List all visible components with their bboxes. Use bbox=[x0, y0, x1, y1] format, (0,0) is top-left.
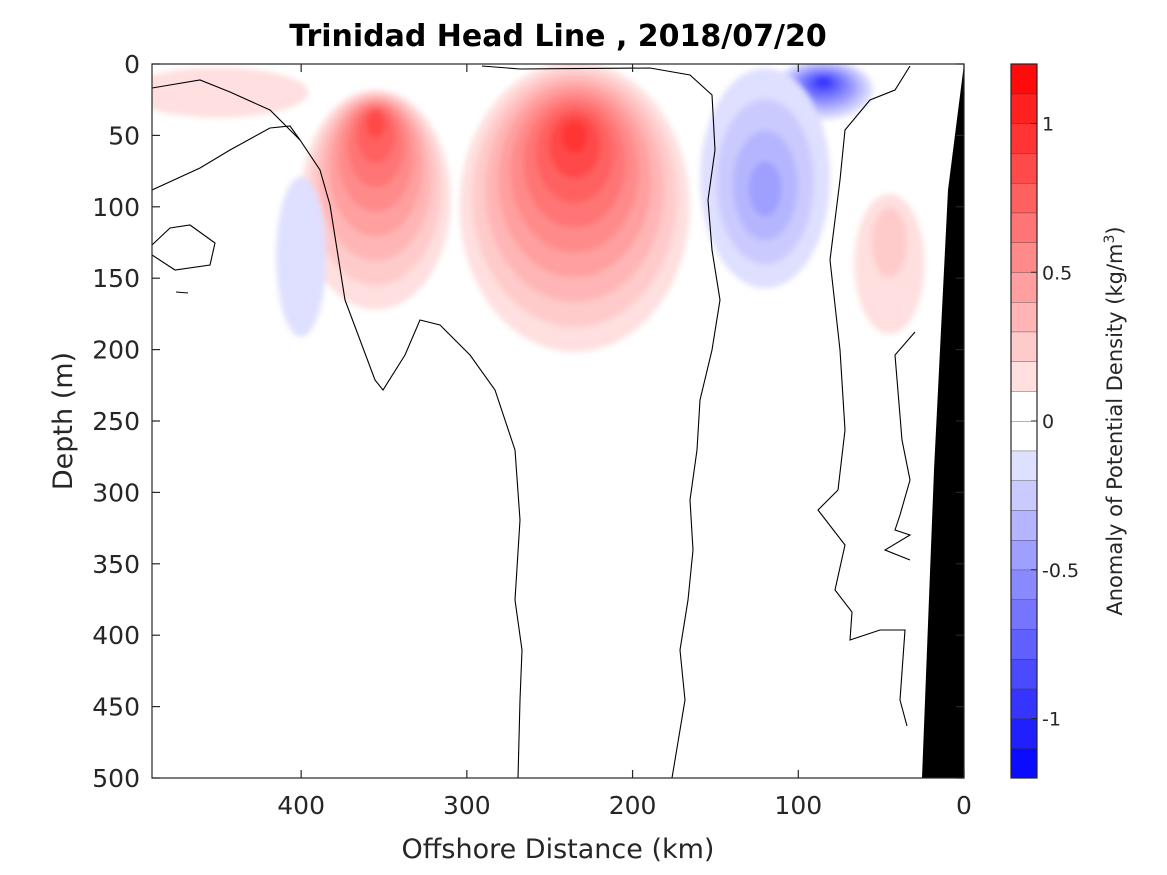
zero-contour-line bbox=[817, 65, 911, 727]
colorbar-band bbox=[1011, 659, 1037, 689]
zero-contour-line bbox=[152, 125, 301, 191]
x-axis-label: Offshore Distance (km) bbox=[402, 834, 715, 865]
y-axis: 0 50 100 150 200 250 300 350 400 450 500 bbox=[92, 50, 964, 793]
y-tick-label: 200 bbox=[92, 336, 140, 365]
colorbar: 1 0.5 0 -0.5 -1 bbox=[1010, 63, 1079, 779]
anomaly-level bbox=[871, 207, 907, 278]
x-tick-label: 0 bbox=[956, 791, 972, 820]
y-tick-label: 400 bbox=[92, 621, 140, 650]
zero-contour-line bbox=[175, 291, 189, 294]
colorbar-band bbox=[1011, 688, 1037, 719]
x-tick-label: 100 bbox=[774, 791, 822, 820]
colorbar-band bbox=[1011, 421, 1037, 451]
colorbar-band bbox=[1011, 718, 1037, 749]
colorbar-band bbox=[1011, 302, 1037, 332]
zero-contour-line bbox=[152, 79, 523, 778]
colorbar-label-superscript: 3 bbox=[1102, 235, 1118, 244]
colorbar-tick-label: 1 bbox=[1042, 114, 1054, 136]
colorbar-band bbox=[1011, 331, 1037, 362]
anomaly-level bbox=[152, 67, 309, 118]
y-tick-label: 350 bbox=[92, 550, 140, 579]
colorbar-band bbox=[1011, 153, 1037, 183]
colorbar-band bbox=[1011, 212, 1037, 243]
colorbar-band bbox=[1011, 450, 1037, 481]
y-tick-label: 300 bbox=[92, 478, 140, 507]
y-tick-label: 0 bbox=[124, 50, 140, 79]
zero-contour-line bbox=[152, 224, 216, 271]
anomaly-level bbox=[276, 176, 327, 337]
y-tick-label: 100 bbox=[92, 193, 140, 222]
colorbar-band bbox=[1011, 480, 1037, 511]
colorbar-tick-label: 0.5 bbox=[1042, 262, 1072, 284]
colorbar-band bbox=[1011, 391, 1037, 421]
x-tick-label: 300 bbox=[443, 791, 491, 820]
y-tick-label: 500 bbox=[92, 764, 140, 793]
anomaly-field bbox=[152, 64, 925, 352]
colorbar-band bbox=[1011, 123, 1037, 154]
colorbar-band bbox=[1011, 569, 1037, 600]
anomaly-level bbox=[748, 161, 782, 217]
colorbar-label-suffix: ) bbox=[1103, 226, 1127, 234]
zero-contour-line bbox=[481, 65, 721, 778]
zero-contours bbox=[152, 65, 916, 778]
colorbar-label-text: Anomaly of Potential Density (kg/m bbox=[1103, 244, 1127, 616]
anomaly-level bbox=[366, 110, 386, 139]
colorbar-band bbox=[1011, 93, 1037, 124]
colorbar-tick-label: -1 bbox=[1042, 709, 1061, 731]
colorbar-band bbox=[1011, 510, 1037, 540]
anomaly-level bbox=[561, 120, 588, 154]
chart-title: Trinidad Head Line , 2018/07/20 bbox=[289, 19, 826, 54]
colorbar-band bbox=[1011, 629, 1037, 659]
y-tick-label: 150 bbox=[92, 264, 140, 293]
zero-contour-line bbox=[883, 331, 916, 561]
colorbar-band bbox=[1011, 361, 1037, 392]
y-tick-label: 50 bbox=[108, 121, 140, 150]
y-axis-label: Depth (m) bbox=[48, 352, 79, 490]
colorbar-band bbox=[1011, 540, 1037, 570]
y-tick-label: 450 bbox=[92, 693, 140, 722]
colorbar-band bbox=[1011, 183, 1037, 213]
x-tick-label: 400 bbox=[277, 791, 325, 820]
colorbar-band bbox=[1011, 748, 1037, 778]
colorbar-band bbox=[1011, 64, 1037, 94]
colorbar-band bbox=[1011, 242, 1037, 273]
x-tick-label: 200 bbox=[609, 791, 657, 820]
x-axis: 400 300 200 100 0 bbox=[277, 64, 972, 820]
anomaly-level bbox=[817, 77, 830, 88]
colorbar-tick-label: -0.5 bbox=[1042, 560, 1079, 582]
colorbar-label: Anomaly of Potential Density (kg/m3) bbox=[1102, 226, 1127, 615]
colorbar-band bbox=[1011, 272, 1037, 302]
colorbar-band bbox=[1011, 599, 1037, 630]
y-tick-label: 250 bbox=[92, 407, 140, 436]
bathymetry-shelf bbox=[922, 64, 964, 778]
colorbar-tick-label: 0 bbox=[1042, 411, 1054, 433]
